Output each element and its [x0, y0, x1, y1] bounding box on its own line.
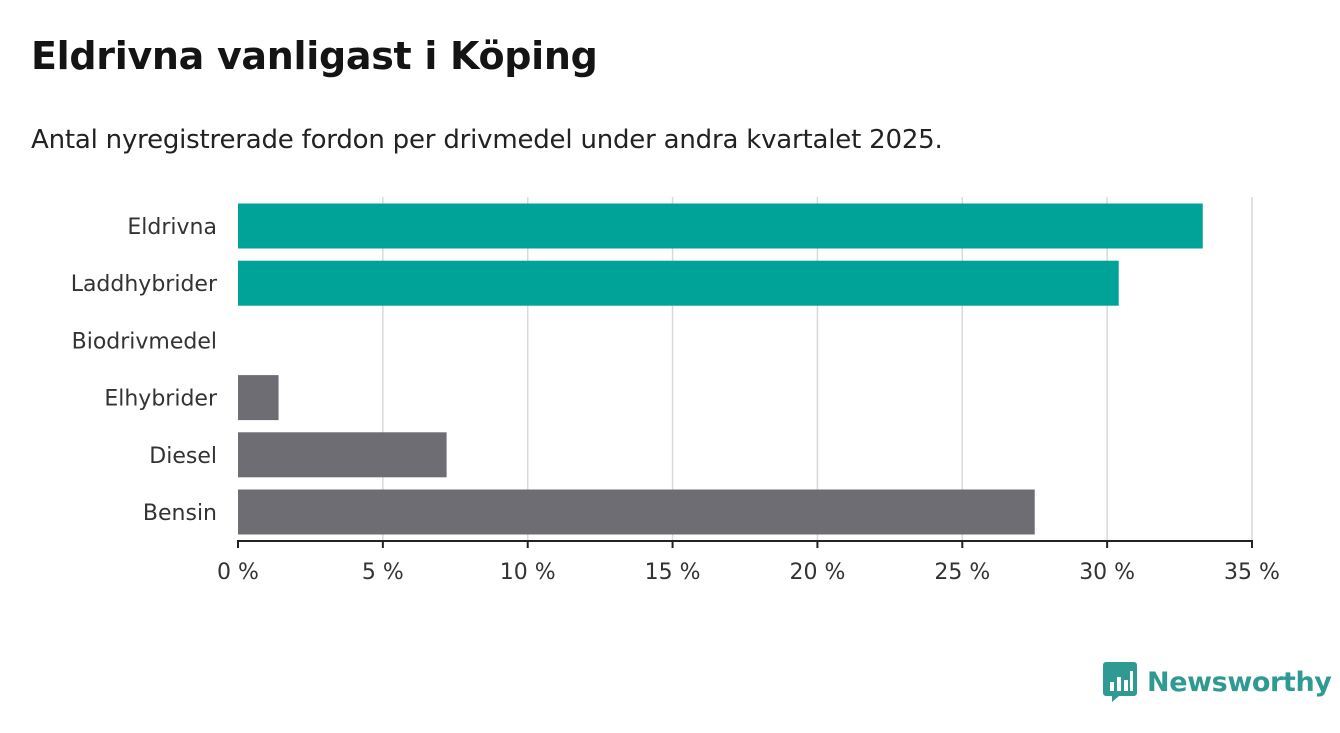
category-label: Biodrivmedel — [72, 329, 217, 354]
category-label: Bensin — [143, 501, 217, 526]
x-axis: 0 % 5 % 10 % 15 % 20 % 25 % 30 % 35 % — [217, 540, 1280, 585]
x-tick-label: 0 % — [217, 560, 259, 585]
x-tick-label: 15 % — [645, 560, 701, 585]
chart-title: Eldrivna vanligast i Köping — [31, 34, 598, 78]
bar-chart-bubble-icon — [1103, 662, 1137, 702]
x-tick-label: 10 % — [500, 560, 556, 585]
bar — [238, 489, 1035, 535]
x-tick-label: 35 % — [1224, 560, 1280, 585]
bar — [238, 260, 1119, 306]
category-label: Elhybrider — [104, 387, 218, 412]
chart-subtitle: Antal nyregistrerade fordon per drivmede… — [31, 125, 943, 155]
x-tick-label: 25 % — [934, 560, 990, 585]
category-labels: Eldrivna Laddhybrider Biodrivmedel Elhybrid… — [71, 215, 218, 526]
bars — [238, 203, 1203, 535]
x-tick-label: 30 % — [1079, 560, 1135, 585]
bar — [238, 375, 279, 421]
bar — [238, 203, 1203, 249]
category-label: Laddhybrider — [71, 272, 218, 297]
gridlines — [382, 197, 1253, 541]
brand-name: Newsworthy — [1147, 666, 1332, 698]
newsworthy-logo: Newsworthy — [1103, 662, 1332, 702]
x-tick-label: 20 % — [789, 560, 845, 585]
category-label: Eldrivna — [127, 215, 217, 240]
x-tick-label: 5 % — [362, 560, 404, 585]
category-label: Diesel — [149, 444, 217, 469]
bar — [238, 432, 447, 478]
